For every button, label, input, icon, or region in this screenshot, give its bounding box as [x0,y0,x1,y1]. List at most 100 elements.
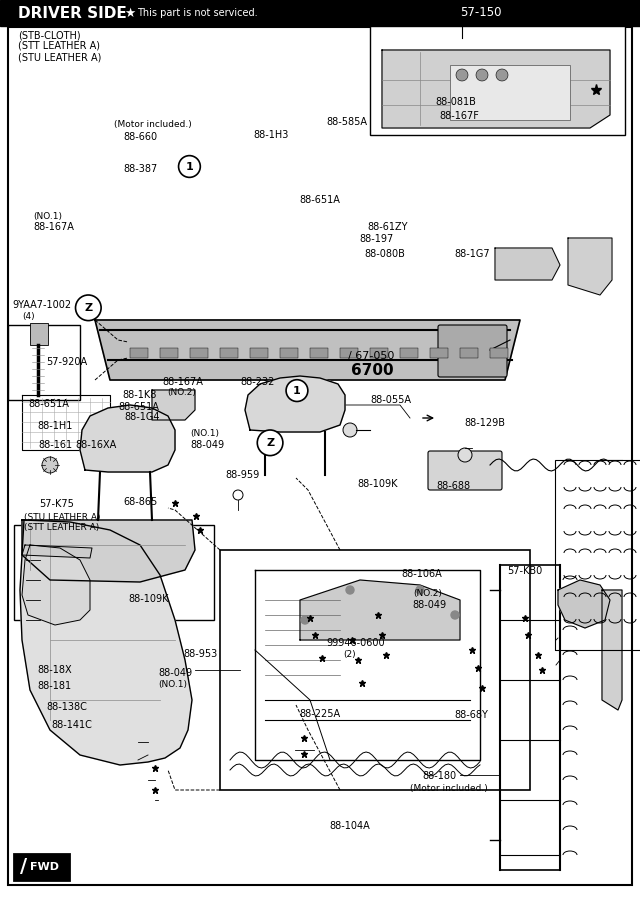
Text: 88-16XA: 88-16XA [76,439,116,450]
Text: 88-129B: 88-129B [465,418,506,428]
Text: 88-1K8: 88-1K8 [122,390,157,400]
Bar [370,25,625,135]
Circle shape [451,611,459,619]
Circle shape [257,430,283,455]
Polygon shape [22,545,90,625]
Circle shape [456,69,468,81]
Text: 57-KB0: 57-KB0 [507,565,542,576]
Bar [430,348,448,358]
Text: (NO.2): (NO.2) [168,388,196,397]
FancyBboxPatch shape [14,854,69,880]
Text: 88-106A: 88-106A [401,569,442,580]
Circle shape [476,69,488,81]
Text: 88-055A: 88-055A [370,394,411,405]
Text: 88-081B: 88-081B [435,96,476,107]
Circle shape [301,616,309,624]
Text: 88-167A: 88-167A [163,376,204,387]
Text: (Motor included.): (Motor included.) [114,120,191,129]
Text: (STT LEATHER A): (STT LEATHER A) [24,523,100,532]
Polygon shape [20,520,192,765]
Circle shape [496,69,508,81]
Text: 88-68Y: 88-68Y [454,709,488,720]
Polygon shape [495,248,560,280]
Text: 88-161: 88-161 [38,439,72,450]
Bar [160,348,178,358]
Text: 88-181: 88-181 [37,680,71,691]
FancyBboxPatch shape [438,325,507,377]
Text: 88-1H3: 88-1H3 [253,130,289,140]
Polygon shape [558,580,610,628]
Text: 57-K75: 57-K75 [40,499,74,509]
FancyBboxPatch shape [428,451,502,490]
Text: 88-104A: 88-104A [330,821,371,832]
Text: 88-387: 88-387 [123,164,157,175]
Text: 6700: 6700 [351,364,394,378]
Polygon shape [95,320,520,380]
Polygon shape [300,580,460,640]
Text: 88-585A: 88-585A [326,117,367,128]
Text: 68-865: 68-865 [123,497,157,508]
Bar [490,348,508,358]
Text: 88-61ZY: 88-61ZY [367,221,408,232]
Circle shape [458,448,472,462]
Text: 9YAA7-1002: 9YAA7-1002 [13,300,72,310]
Polygon shape [602,590,622,710]
Text: Z: Z [266,437,274,448]
Text: 1: 1 [186,161,193,172]
Text: FWD: FWD [30,862,59,872]
Text: (NO.1): (NO.1) [159,680,188,688]
Text: 88-1G4: 88-1G4 [124,411,159,422]
Text: 88-651A: 88-651A [300,194,340,205]
Circle shape [76,295,101,320]
Circle shape [286,380,308,401]
Text: (NO.2): (NO.2) [413,589,442,598]
Bar [250,348,268,358]
Text: 88-049: 88-049 [159,668,193,679]
Text: Z: Z [84,302,92,313]
Bar [340,348,358,358]
Text: (2): (2) [344,650,356,659]
Bar [370,348,388,358]
Bar [190,348,208,358]
Text: 88-109K: 88-109K [357,479,397,490]
Text: 88-138C: 88-138C [46,702,87,713]
Bar [400,348,418,358]
Text: This part is not serviced.: This part is not serviced. [137,8,258,18]
Bar [280,348,298,358]
Text: (4): (4) [22,312,35,321]
Polygon shape [568,238,612,295]
Text: 88-225A: 88-225A [300,708,340,719]
Text: (STT LEATHER A): (STT LEATHER A) [18,41,100,51]
Text: 88-1G7: 88-1G7 [454,248,490,259]
Bar [460,348,478,358]
Text: DRIVER SIDE: DRIVER SIDE [18,5,127,21]
Text: 88-167A: 88-167A [33,221,74,232]
Text: 88-959: 88-959 [225,470,260,481]
Circle shape [42,457,58,473]
Text: 1: 1 [293,385,301,396]
Bar [30,323,48,345]
Bar [220,550,530,790]
Circle shape [179,156,200,177]
Bar [310,348,328,358]
Text: (STU LEATHER A): (STU LEATHER A) [24,513,101,522]
Text: ★: ★ [124,6,135,20]
Text: / 67-050: / 67-050 [348,351,394,362]
Text: (STB-CLOTH): (STB-CLOTH) [18,30,81,40]
Text: 88-049: 88-049 [191,439,225,450]
Text: 88-1H1: 88-1H1 [37,420,72,431]
Text: /: / [20,858,27,877]
Text: 88-18X: 88-18X [37,664,72,675]
Text: (NO.1): (NO.1) [191,429,220,438]
Polygon shape [382,50,610,128]
Polygon shape [152,390,195,420]
Text: 88-651A: 88-651A [118,401,159,412]
Text: 88-660: 88-660 [123,131,157,142]
Text: 88-109K: 88-109K [128,593,168,604]
Bar [450,65,570,120]
Text: 88-197: 88-197 [360,234,394,245]
Text: 88-080B: 88-080B [365,248,406,259]
Text: 88-232: 88-232 [241,376,275,387]
Text: 99946-0600: 99946-0600 [326,637,385,648]
Bar [14,525,214,620]
